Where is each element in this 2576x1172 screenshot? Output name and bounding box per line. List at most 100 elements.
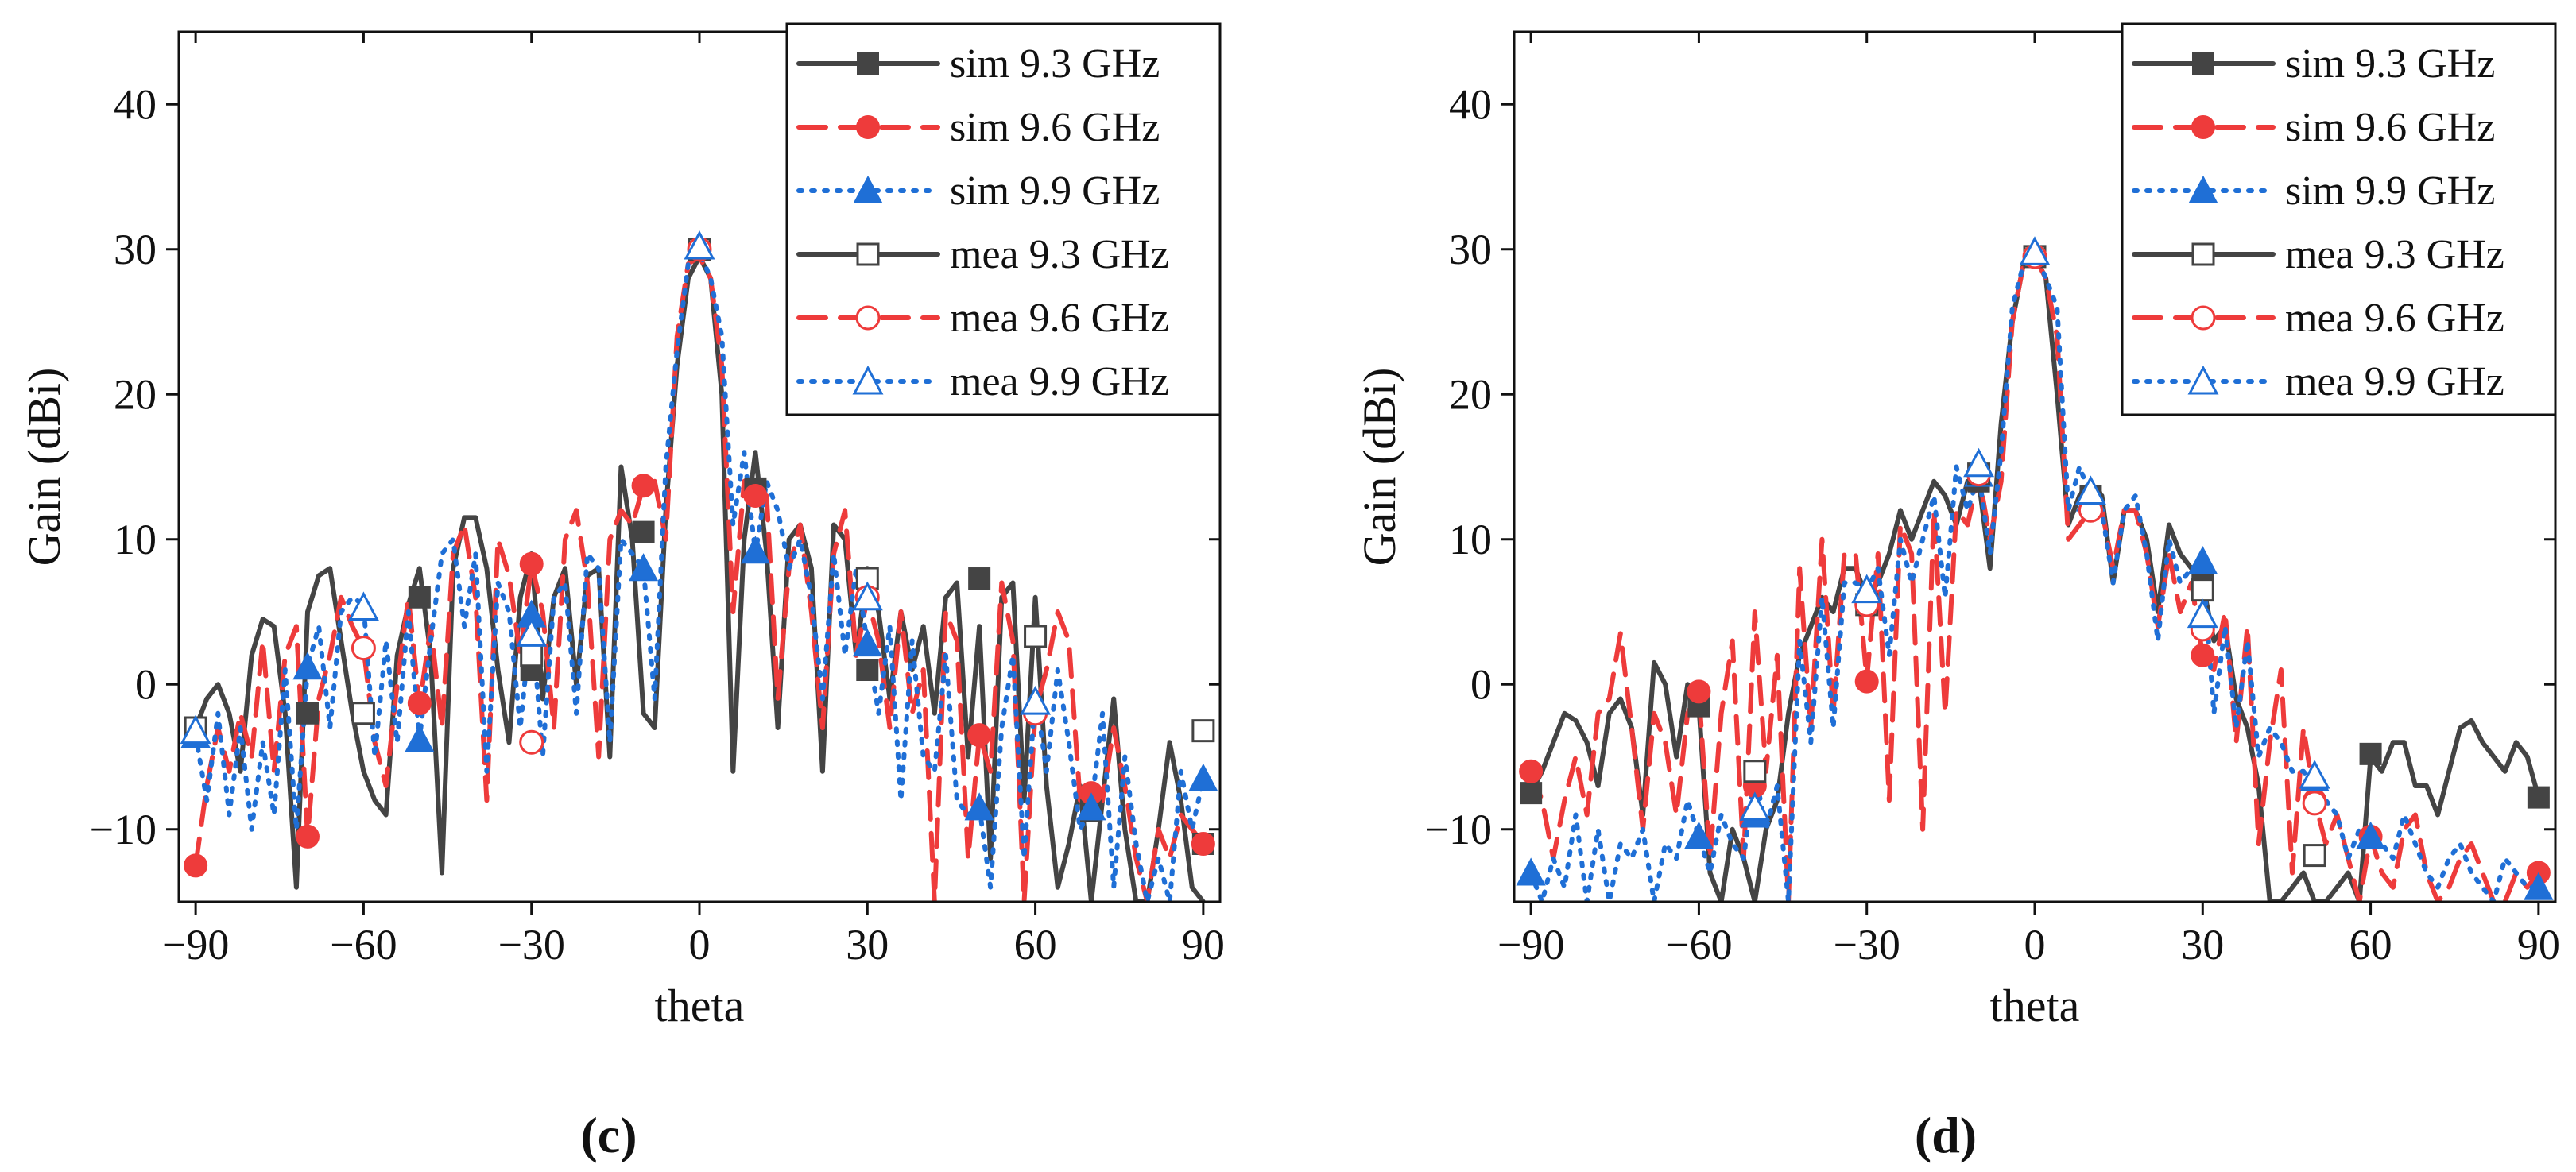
data-point-sim-9-3-ghz bbox=[296, 702, 319, 725]
data-point-sim-9-3-ghz bbox=[632, 520, 655, 543]
data-point-mea-9-3-ghz bbox=[1024, 625, 1048, 648]
data-point-mea-9-3-ghz bbox=[351, 702, 375, 725]
y-tick-label: 30 bbox=[1449, 226, 1492, 273]
data-point-sim-9-6-ghz bbox=[631, 474, 656, 498]
legend-marker bbox=[856, 242, 880, 266]
data-point-sim-9-9-ghz bbox=[2355, 821, 2386, 849]
x-tick-label: −90 bbox=[162, 921, 229, 969]
y-axis-label: Gain (dBi) bbox=[18, 368, 70, 567]
legend: sim 9.3 GHz sim 9.6 GHz sim 9.9 GHz mea 9.3… bbox=[785, 22, 1222, 416]
legend-marker bbox=[2191, 115, 2215, 139]
data-point-mea-9-9-ghz bbox=[2187, 598, 2218, 629]
data-point-sim-9-9-ghz bbox=[964, 792, 994, 821]
data-point-sim-9-6-ghz bbox=[2191, 643, 2215, 667]
data-point-mea-9-3-ghz bbox=[1191, 719, 1215, 743]
legend-entry-label: sim 9.6 GHz bbox=[2285, 105, 2495, 150]
data-point-sim-9-6-ghz bbox=[1519, 759, 1544, 783]
data-point-sim-9-9-ghz bbox=[852, 629, 882, 657]
chart-panel-c: −90 −60 −30 0 30 60 90 −10 0 10 20 30 40 theta Gain (d… bbox=[18, 22, 1225, 1163]
legend-marker bbox=[2192, 52, 2214, 75]
data-point-sim-9-3-ghz bbox=[408, 586, 431, 609]
x-tick-label: 60 bbox=[1014, 921, 1057, 969]
data-point-sim-9-6-ghz bbox=[1191, 832, 1215, 856]
y-tick-label: 20 bbox=[114, 370, 157, 418]
panel-label: (c) bbox=[580, 1107, 637, 1163]
legend: sim 9.3 GHz sim 9.6 GHz sim 9.9 GHz mea 9.3… bbox=[2121, 22, 2557, 416]
data-point-mea-9-9-ghz bbox=[1020, 686, 1052, 715]
data-point-sim-9-6-ghz bbox=[1687, 679, 1711, 704]
y-tick-label: −10 bbox=[90, 806, 157, 853]
legend-entry-label: mea 9.6 GHz bbox=[2285, 296, 2504, 341]
x-tick-label: −90 bbox=[1497, 921, 1564, 969]
x-tick-label: 30 bbox=[2181, 921, 2224, 969]
data-point-sim-9-6-ghz bbox=[295, 824, 320, 849]
data-point-sim-9-3-ghz bbox=[968, 567, 991, 590]
legend-entry-label: mea 9.3 GHz bbox=[2285, 232, 2504, 277]
data-point-sim-9-9-ghz bbox=[2187, 546, 2218, 574]
x-tick-label: −60 bbox=[330, 921, 397, 969]
legend-entry-label: mea 9.6 GHz bbox=[950, 296, 1169, 341]
legend-marker bbox=[2191, 242, 2215, 266]
data-point-mea-9-6-ghz bbox=[351, 636, 376, 661]
x-tick-label: 0 bbox=[2024, 921, 2046, 969]
legend-entry-label: sim 9.3 GHz bbox=[2285, 41, 2495, 87]
x-tick-label: −30 bbox=[1833, 921, 1900, 969]
data-point-mea-9-9-ghz bbox=[2299, 760, 2330, 789]
legend-entry-label: sim 9.9 GHz bbox=[2285, 168, 2495, 214]
legend-entry-label: sim 9.6 GHz bbox=[950, 105, 1160, 150]
data-point-mea-9-9-ghz bbox=[684, 230, 715, 260]
y-tick-label: −10 bbox=[1425, 806, 1492, 853]
data-point-mea-9-9-ghz bbox=[1739, 791, 1771, 821]
data-point-sim-9-6-ghz bbox=[1854, 669, 1879, 694]
legend-marker bbox=[855, 305, 881, 331]
y-axis-label: Gain (dBi) bbox=[1354, 368, 1405, 567]
data-point-mea-9-9-ghz bbox=[2074, 475, 2106, 505]
data-point-mea-9-6-ghz bbox=[519, 729, 544, 755]
data-point-mea-9-9-ghz bbox=[516, 617, 548, 647]
data-point-sim-9-9-ghz bbox=[1076, 792, 1106, 821]
data-point-mea-9-9-ghz bbox=[347, 591, 379, 621]
chart-panel-d: −90 −60 −30 0 30 60 90 −10 0 10 20 30 40 theta Gain (d… bbox=[1354, 22, 2560, 1163]
y-tick-label: 30 bbox=[114, 226, 157, 273]
legend-entry-label: sim 9.3 GHz bbox=[950, 41, 1160, 87]
legend-marker bbox=[2187, 365, 2219, 395]
data-point-sim-9-9-ghz bbox=[1516, 857, 1546, 886]
data-point-mea-9-3-ghz bbox=[855, 567, 879, 590]
legend-box bbox=[2121, 22, 2557, 416]
data-point-sim-9-9-ghz bbox=[2524, 872, 2554, 900]
data-point-mea-9-3-ghz bbox=[2191, 578, 2214, 602]
y-tick-label: 10 bbox=[114, 516, 157, 563]
legend-entry-label: mea 9.9 GHz bbox=[950, 359, 1169, 404]
data-point-mea-9-9-ghz bbox=[180, 714, 211, 745]
y-tick-label: 20 bbox=[1449, 370, 1492, 418]
legend-entry-label: mea 9.3 GHz bbox=[950, 232, 1169, 277]
data-point-mea-9-6-ghz bbox=[2302, 791, 2327, 816]
data-point-mea-9-3-ghz bbox=[520, 644, 544, 667]
data-point-sim-9-3-ghz bbox=[856, 659, 879, 681]
data-point-sim-9-3-ghz bbox=[2359, 742, 2382, 765]
data-point-sim-9-9-ghz bbox=[1683, 821, 1714, 849]
y-tick-label: 0 bbox=[135, 660, 157, 708]
y-tick-label: 10 bbox=[1449, 516, 1492, 563]
y-tick-label: 40 bbox=[1449, 80, 1492, 128]
data-point-mea-9-9-ghz bbox=[851, 581, 883, 611]
plot-area bbox=[1516, 236, 2554, 902]
x-tick-label: 90 bbox=[1182, 921, 1225, 969]
legend-marker bbox=[856, 115, 880, 139]
data-point-sim-9-6-ghz bbox=[519, 551, 544, 576]
x-tick-label: 60 bbox=[2349, 921, 2392, 969]
x-tick-label: 30 bbox=[846, 921, 889, 969]
data-point-sim-9-9-ghz bbox=[1188, 763, 1218, 791]
data-point-mea-9-3-ghz bbox=[1743, 760, 1767, 783]
data-point-sim-9-6-ghz bbox=[407, 690, 432, 715]
data-point-sim-9-9-ghz bbox=[740, 536, 771, 564]
data-point-mea-9-3-ghz bbox=[2303, 844, 2326, 868]
y-tick-label: 0 bbox=[1470, 660, 1492, 708]
legend-box bbox=[785, 22, 1222, 416]
x-tick-label: 90 bbox=[2517, 921, 2560, 969]
data-point-sim-9-6-ghz bbox=[184, 853, 208, 878]
data-point-sim-9-9-ghz bbox=[405, 724, 435, 752]
x-tick-label: 0 bbox=[689, 921, 711, 969]
legend-entry-label: mea 9.9 GHz bbox=[2285, 359, 2504, 404]
